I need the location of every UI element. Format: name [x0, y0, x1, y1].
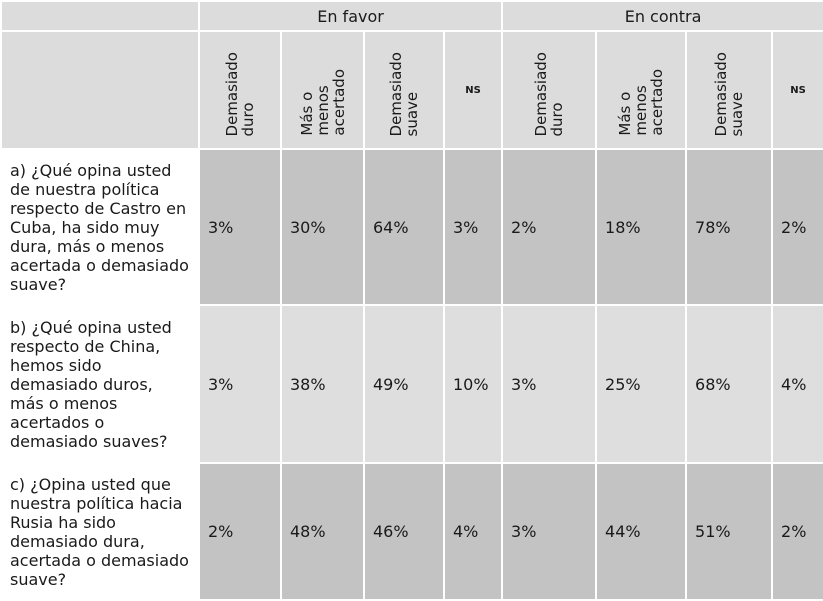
header-corner-cell [0, 0, 200, 32]
value-cell: 78% [685, 148, 774, 306]
group-header-en-contra: En contra [501, 0, 823, 32]
subheader-contra-suave: Demasiado suave [685, 30, 774, 150]
table-row: c) ¿Opina usted que nuestra política hac… [0, 462, 823, 601]
value-cell: 46% [363, 462, 445, 601]
value-cell: 49% [363, 304, 445, 464]
subheader-contra-acertado: Más o menos acertado [595, 30, 688, 150]
value-cell: 68% [685, 304, 774, 464]
value-cell: 25% [595, 304, 688, 464]
value-cell: 38% [280, 304, 365, 464]
question-cell: a) ¿Qué opina usted de nuestra política … [0, 148, 200, 306]
value-cell: 3% [198, 304, 282, 464]
value-cell: 3% [501, 462, 598, 601]
value-cell: 2% [771, 148, 823, 306]
subheader-favor-ns: NS [442, 30, 504, 150]
table-row: a) ¿Qué opina usted de nuestra política … [0, 148, 823, 306]
group-header-en-favor: En favor [197, 0, 504, 32]
value-cell: 48% [280, 462, 365, 601]
subheader-corner-cell [0, 30, 200, 150]
question-cell: b) ¿Qué opina usted respecto de China, h… [0, 304, 200, 464]
table-row: b) ¿Qué opina usted respecto de China, h… [0, 304, 823, 464]
value-cell: 3% [442, 148, 504, 306]
subheader-favor-acertado: Más o menos acertado [280, 30, 365, 150]
value-cell: 4% [442, 462, 504, 601]
value-cell: 44% [595, 462, 688, 601]
value-cell: 30% [280, 148, 365, 306]
value-cell: 4% [771, 304, 823, 464]
value-cell: 3% [501, 304, 598, 464]
value-cell: 18% [595, 148, 688, 306]
value-cell: 10% [442, 304, 504, 464]
value-cell: 51% [685, 462, 774, 601]
value-cell: 2% [198, 462, 282, 601]
subheader-favor-duro: Demasiado duro [198, 30, 282, 150]
value-cell: 3% [198, 148, 282, 306]
subheader-contra-ns: NS [771, 30, 823, 150]
subheader-contra-duro: Demasiado duro [501, 30, 598, 150]
value-cell: 2% [501, 148, 598, 306]
subheader-favor-suave: Demasiado suave [363, 30, 445, 150]
value-cell: 2% [771, 462, 823, 601]
value-cell: 64% [363, 148, 445, 306]
question-cell: c) ¿Opina usted que nuestra política hac… [0, 462, 200, 601]
